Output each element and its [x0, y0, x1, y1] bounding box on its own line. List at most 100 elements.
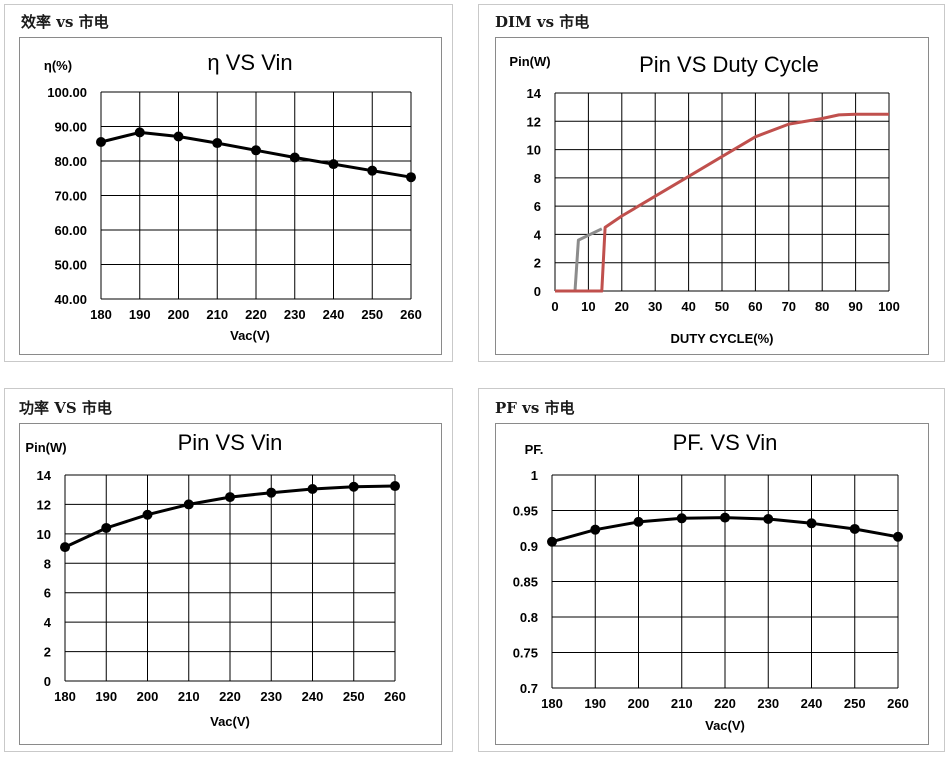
data-point: [173, 131, 184, 142]
x-tick-label: 100: [878, 299, 900, 314]
x-tick-label: 210: [206, 307, 228, 322]
y-tick-label: 0: [534, 284, 541, 299]
x-tick-label: 60: [748, 299, 762, 314]
efficiency-panel: 效率 vs 市电 η VS Vin η(%) Vac(V) 180 190 200 210 2…: [4, 4, 453, 362]
chart-title: Pin VS Duty Cycle: [639, 52, 819, 77]
y-tick-label: 4: [44, 615, 52, 630]
x-tick-label: 240: [323, 307, 345, 322]
x-tick-label: 180: [541, 696, 563, 711]
x-tick-label: 30: [648, 299, 662, 314]
data-point: [142, 509, 153, 520]
y-tick-label: 40.00: [54, 292, 87, 307]
y-axis-label: PF.: [525, 442, 544, 457]
y-tick-label: 0.75: [513, 646, 538, 661]
y-tick-label: 0.8: [520, 610, 538, 625]
x-tick-label: 40: [681, 299, 695, 314]
x-axis-label: Vac(V): [210, 714, 250, 729]
section-title: 功率 VS 市电: [19, 399, 112, 417]
chart-frame: η VS Vin η(%) Vac(V) 180 190 200 210 220 230 240 2…: [19, 37, 442, 355]
data-point: [763, 514, 774, 525]
y-tick-label: 6: [44, 586, 51, 601]
data-point: [212, 138, 223, 149]
y-tick-label: 60.00: [54, 223, 87, 238]
x-tick-label: 230: [260, 689, 282, 704]
y-tick-label: 2: [534, 256, 541, 271]
y-axis-label: Pin(W): [25, 440, 66, 455]
x-tick-label: 190: [129, 307, 151, 322]
y-tick-label: 0.7: [520, 681, 538, 696]
x-tick-label: 210: [178, 689, 200, 704]
x-axis-label: Vac(V): [705, 718, 745, 733]
y-tick-label: 4: [534, 227, 542, 242]
x-tick-label: 20: [615, 299, 629, 314]
y-tick-label: 90.00: [54, 120, 87, 135]
x-tick-label: 210: [671, 696, 693, 711]
section-title: DIM vs 市电: [495, 13, 590, 31]
chart-frame: Pin VS Vin Pin(W) Vac(V) 180 190 200 210 220 230…: [19, 423, 442, 745]
dim-panel: DIM vs 市电 Pin VS Duty Cycle Pin(W) DUTY CY…: [478, 4, 945, 362]
y-tick-label: 2: [44, 645, 51, 660]
y-tick-label: 14: [527, 86, 542, 101]
data-point: [266, 487, 277, 498]
chart-title: PF. VS Vin: [673, 430, 778, 455]
data-point: [633, 516, 644, 527]
y-tick-label: 80.00: [54, 154, 87, 169]
y-tick-label: 12: [527, 114, 541, 129]
y-tick-label: 12: [37, 497, 51, 512]
x-tick-label: 190: [584, 696, 606, 711]
data-point: [307, 483, 318, 494]
x-tick-label: 0: [551, 299, 558, 314]
x-tick-label: 10: [581, 299, 595, 314]
data-point: [806, 518, 817, 529]
data-point: [134, 127, 145, 138]
data-point: [893, 531, 903, 542]
x-tick-label: 90: [848, 299, 862, 314]
y-tick-label: 0: [44, 674, 51, 689]
x-tick-label: 200: [168, 307, 190, 322]
x-tick-label: 220: [219, 689, 241, 704]
x-tick-label: 250: [343, 689, 365, 704]
x-tick-label: 260: [384, 689, 406, 704]
x-tick-label: 250: [361, 307, 383, 322]
y-tick-label: 0.9: [520, 539, 538, 554]
data-point: [328, 159, 339, 170]
y-tick-label: 0.95: [513, 504, 538, 519]
data-point: [101, 522, 112, 533]
chart-title: Pin VS Vin: [178, 430, 283, 455]
chart-frame: PF. VS Vin PF. Vac(V) 180 190 200 210 220 230 240…: [495, 423, 929, 745]
y-tick-label: 1: [531, 468, 538, 483]
data-point: [289, 152, 300, 163]
y-tick-label: 70.00: [54, 189, 87, 204]
chart-frame: Pin VS Duty Cycle Pin(W) DUTY CYCLE(%) 0 10 2…: [495, 37, 929, 355]
y-tick-label: 100.00: [47, 85, 87, 100]
efficiency-chart: η VS Vin η(%) Vac(V) 180 190 200 210 220 230 240 2…: [44, 50, 422, 343]
x-tick-label: 240: [302, 689, 324, 704]
x-tick-label: 70: [782, 299, 796, 314]
y-tick-label: 10: [37, 527, 51, 542]
section-title: PF vs 市电: [495, 399, 575, 417]
y-tick-label: 50.00: [54, 258, 87, 273]
y-tick-label: 8: [534, 171, 541, 186]
x-tick-label: 220: [714, 696, 736, 711]
y-tick-label: 8: [44, 556, 51, 571]
data-point: [676, 513, 687, 524]
y-tick-label: 0.85: [513, 575, 538, 590]
data-point: [390, 481, 400, 492]
data-point: [348, 481, 359, 492]
data-point: [547, 536, 557, 547]
data-point: [367, 165, 378, 176]
y-axis-label: Pin(W): [509, 54, 550, 69]
y-tick-label: 10: [527, 143, 541, 158]
section-title: 效率 vs 市电: [21, 13, 109, 31]
pf-panel: PF vs 市电 PF. VS Vin PF. Vac(V) 180 190 200 210…: [478, 388, 945, 752]
x-tick-label: 190: [95, 689, 117, 704]
x-tick-label: 260: [400, 307, 422, 322]
series-line: [555, 227, 603, 293]
power-panel: 功率 VS 市电 Pin VS Vin Pin(W) Vac(V) 180 190 200…: [4, 388, 453, 752]
chart-title: η VS Vin: [207, 50, 292, 75]
x-tick-label: 250: [844, 696, 866, 711]
x-tick-label: 80: [815, 299, 829, 314]
y-axis-label: η(%): [44, 58, 72, 73]
x-tick-label: 260: [887, 696, 909, 711]
